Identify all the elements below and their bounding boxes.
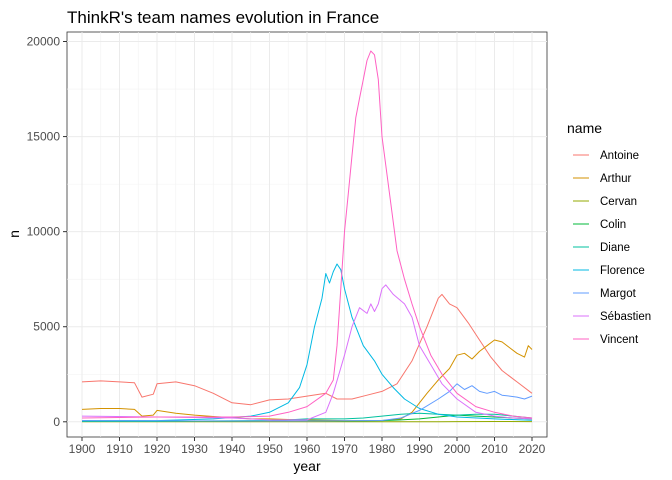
x-axis: 1900 1910 1920 1930 1940 1950 1960 1970 1980 1990… <box>69 437 546 456</box>
x-tick-label: 1900 <box>69 442 96 456</box>
legend-label: Cervan <box>600 196 637 208</box>
y-axis-title: n <box>6 230 22 238</box>
y-axis: 0 5000 10000 15000 20000 <box>27 35 67 429</box>
series-lines <box>81 50 533 423</box>
legend-label: Diane <box>600 242 630 254</box>
legend: name Antoine Arthur Cervan Colin Diane Floren… <box>567 120 651 346</box>
y-tick-label: 0 <box>53 415 60 429</box>
y-tick-label: 5000 <box>33 320 60 334</box>
series-line-vincent <box>81 50 533 419</box>
x-tick-label: 1930 <box>181 442 208 456</box>
series-line-margot <box>81 383 533 422</box>
x-tick-label: 1990 <box>406 442 433 456</box>
y-tick-label: 20000 <box>27 35 61 49</box>
legend-label: Colin <box>600 219 626 231</box>
x-tick-label: 1980 <box>369 442 396 456</box>
x-axis-title: year <box>293 458 321 474</box>
legend-label: Vincent <box>600 334 639 346</box>
legend-label: Sébastien <box>600 311 651 323</box>
legend-title: name <box>567 120 602 136</box>
series-line-florence <box>81 263 533 422</box>
series-line-antoine <box>81 293 533 406</box>
grid-lines <box>67 32 547 437</box>
series-line-sébastien <box>81 284 533 421</box>
legend-label: Margot <box>600 288 637 300</box>
chart-title: ThinkR's team names evolution in France <box>67 8 379 27</box>
legend-label: Arthur <box>600 173 631 185</box>
x-tick-label: 1960 <box>294 442 321 456</box>
x-tick-label: 1940 <box>219 442 246 456</box>
x-tick-label: 2010 <box>481 442 508 456</box>
legend-label: Florence <box>600 265 645 277</box>
y-tick-label: 10000 <box>27 225 61 239</box>
y-tick-label: 15000 <box>27 130 61 144</box>
x-tick-label: 1910 <box>106 442 133 456</box>
legend-label: Antoine <box>600 150 639 162</box>
x-tick-label: 2020 <box>519 442 546 456</box>
x-tick-label: 1950 <box>256 442 283 456</box>
x-tick-label: 2000 <box>444 442 471 456</box>
x-tick-label: 1970 <box>331 442 358 456</box>
x-tick-label: 1920 <box>144 442 171 456</box>
